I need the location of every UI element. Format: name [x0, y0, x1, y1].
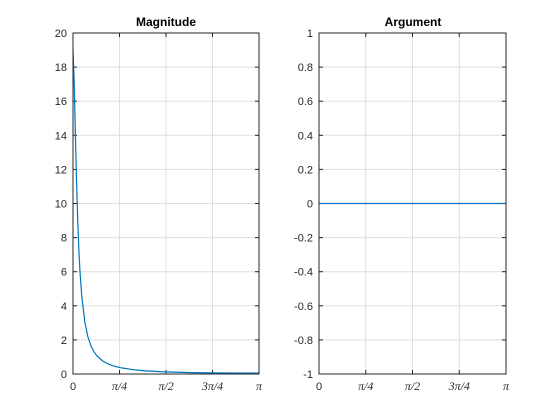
magnitude-panel: Magnitude 0 π/4 π/2 3π/4 π 0 2 4 6 8 10 12 14 16 18 20	[55, 15, 263, 393]
magnitude-y-tick-label: 14	[55, 130, 67, 142]
argument-y-tick-label: -0.8	[294, 335, 313, 347]
magnitude-axes-box	[72, 32, 260, 375]
argument-y-tick-label: 0.4	[298, 130, 313, 142]
argument-y-tick-label: -0.4	[294, 267, 313, 279]
argument-x-tick-label: 3π/4	[448, 379, 470, 393]
argument-x-tick-label: π/2	[405, 379, 420, 393]
argument-y-tick-label: 0	[307, 199, 313, 211]
magnitude-x-tick-label: 3π/4	[201, 379, 223, 393]
magnitude-y-tick-label: 18	[55, 62, 67, 74]
magnitude-series-line	[72, 50, 260, 374]
argument-x-tick-label: π	[503, 379, 510, 393]
magnitude-x-tick-label: π	[256, 379, 263, 393]
magnitude-x-tick-label: π/2	[158, 379, 173, 393]
magnitude-y-tick-label: 4	[61, 301, 67, 313]
argument-y-tick-label: 0.6	[298, 96, 313, 108]
magnitude-x-tick-label: π/4	[112, 379, 127, 393]
magnitude-y-tick-label: 10	[55, 199, 67, 211]
argument-y-tick-label: -0.2	[294, 233, 313, 245]
magnitude-y-tick-label: 8	[61, 233, 67, 245]
argument-axes-box	[318, 32, 507, 375]
magnitude-y-tick-label: 6	[61, 267, 67, 279]
argument-y-tick-label: 1	[307, 28, 313, 40]
argument-y-tick-label: 0.2	[298, 164, 313, 176]
magnitude-y-tick-label: 12	[55, 164, 67, 176]
argument-title: Argument	[385, 15, 442, 29]
argument-y-tick-label: -1	[303, 369, 313, 381]
magnitude-x-tick-label: 0	[70, 381, 76, 393]
argument-y-tick-label: -0.6	[294, 301, 313, 313]
magnitude-y-tick-label: 20	[55, 28, 67, 40]
argument-y-tick-label: 0.8	[298, 62, 313, 74]
magnitude-y-tick-label: 2	[61, 335, 67, 347]
argument-x-tick-label: π/4	[358, 379, 373, 393]
magnitude-y-tick-label: 0	[61, 369, 67, 381]
magnitude-y-tick-label: 16	[55, 96, 67, 108]
argument-x-tick-label: 0	[316, 381, 322, 393]
magnitude-title: Magnitude	[136, 15, 196, 29]
argument-panel: Argument 0 π/4 π/2 3π/4 π -1 -0.8 -0.6 -0.4 -0.2 0…	[294, 15, 510, 393]
